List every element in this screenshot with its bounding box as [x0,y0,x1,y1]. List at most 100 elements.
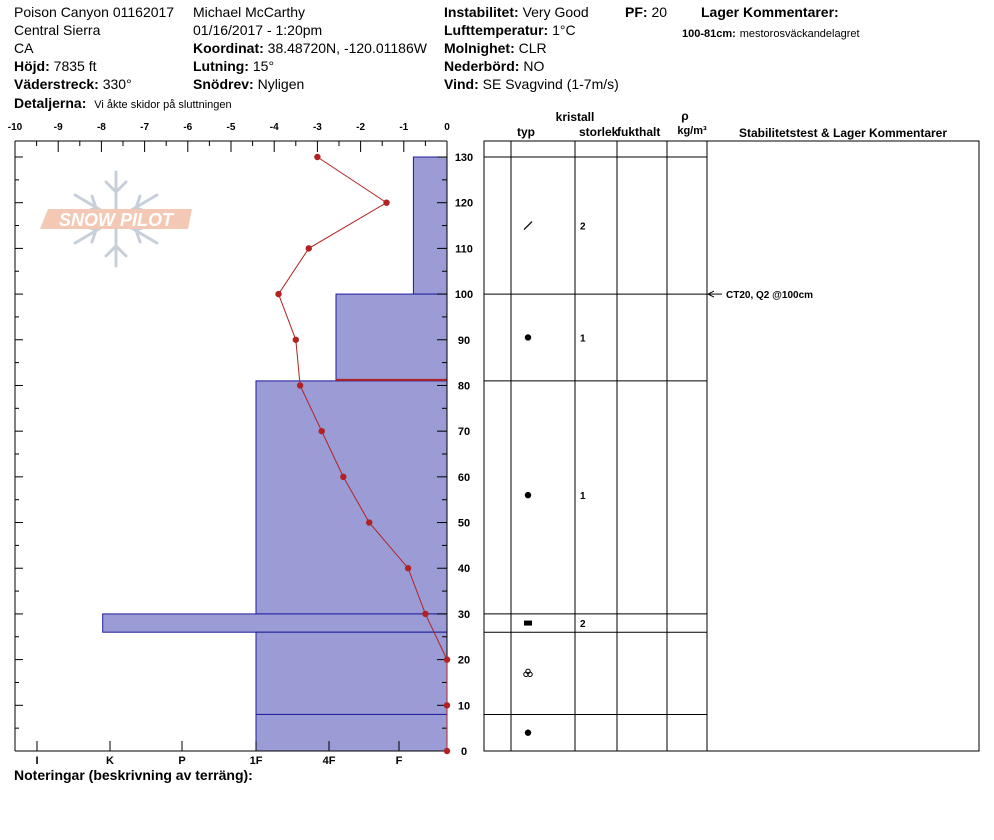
elevation-row: Höjd: 7835 ft [14,58,96,74]
temp-tick-label: -10 [8,122,23,133]
temp-tick-label: -1 [399,122,408,133]
kristall-header: kristall [556,110,595,124]
temp-tick-label: 0 [444,122,450,133]
temp-tick-label: -7 [140,122,149,133]
temperature-point [340,473,347,481]
height-tick-label: 0 [461,746,467,758]
temp-tick-label: -3 [313,122,322,133]
height-tick-label: 10 [458,700,470,712]
precip-label: Nederbörd: [444,58,520,74]
range-name: Central Sierra [14,22,101,38]
grain-size-label: 2 [580,222,586,233]
elevation-value: 7835 ft [53,58,97,74]
hardness-bar [255,631,448,715]
height-tick-label: 40 [458,563,470,575]
snowpilot-logo: SNOW PILOT [40,170,192,268]
height-tick-label: 60 [458,472,470,484]
instability-row: Instabilitet: Very Good [444,4,589,20]
hardness-tick-label: K [106,755,114,767]
hardness-tick-label: F [396,755,403,767]
slope-row: Lutning: 15° [193,58,274,74]
melt-circle [525,668,531,675]
temp-tick-label: -6 [183,122,192,133]
drift-value: Nyligen [257,76,305,92]
temperature-point [314,153,321,161]
temperature-point [443,656,451,663]
right-table-frame [483,140,980,752]
clouds-row: Molnighet: CLR [444,40,547,56]
height-tick-label: 50 [458,518,470,530]
grain-size-label: 1 [580,333,586,344]
site-title: Poison Canyon 01162017 [14,4,175,20]
elevation-label: Höjd: [14,58,50,74]
hardness-tick-label: 4F [323,755,336,767]
hardness-bar [255,380,448,615]
temperature-point [296,382,304,389]
coord-row: Koordinat: 38.48720N, -120.01186W [193,40,427,56]
layer-comment: 100-81cm: mestorosväckandelagret [682,24,860,41]
temperature-line [277,156,448,751]
height-tick-label: 80 [458,380,470,392]
wind-row: Vind: SE Svagvind (1-7m/s) [444,76,619,92]
observation-datetime: 01/16/2017 - 1:20pm [193,22,323,38]
storlek-header: storlek [579,125,619,139]
temperature-point [404,565,412,572]
airtemp-label: Lufttemperatur: [444,22,549,38]
airtemp-row: Lufttemperatur: 1°C [444,22,576,38]
height-tick-label: 70 [458,426,470,438]
melt-form-icon [523,668,533,678]
detail-value: Vi åkte skidor på sluttningen [94,99,232,111]
instability-value: Very Good [522,4,589,20]
rounded-grain-icon [524,729,532,736]
temperature-point [292,336,299,343]
precip-row: Nederbörd: NO [444,58,544,74]
rounded-grain-icon [524,491,532,499]
pf-label: PF: [625,4,648,20]
hardness-bar [102,613,448,633]
precip-value: NO [523,58,545,74]
temperature-point [422,610,429,618]
typ-header: typ [517,125,535,139]
state-name: CA [14,40,34,56]
coord-value: 38.48720N, -120.01186W [267,40,427,56]
pf-row: PF: 20 [625,4,667,20]
fragment-grain-icon [523,221,533,230]
stability-header: Stabilitetstest & Lager Kommentarer [739,126,947,140]
wind-label: Vind: [444,76,479,92]
hardness-tick-label: P [178,755,185,767]
hardness-bar [412,156,448,295]
layer-comment-text: mestorosväckandelagret [739,28,860,40]
drift-label: Snödrev: [193,76,254,92]
temperature-point [383,199,390,206]
rho-header: ρ [681,109,688,123]
hardness-tick-label: 1F [250,755,263,767]
height-tick-label: 110 [455,243,473,255]
density-unit-header: kg/m³ [677,125,707,137]
temp-tick-label: -4 [270,122,279,133]
observer-name: Michael McCarthy [193,4,306,20]
slope-value: 15° [252,58,275,74]
pf-value: 20 [651,4,668,20]
aspect-value: 330° [102,76,132,92]
height-tick-label: 130 [455,152,473,164]
layer-comments-title: Lager Kommentarer: [701,4,839,20]
temperature-point [443,747,451,755]
temp-tick-label: -2 [356,122,365,133]
wind-value: SE Svagvind (1-7m/s) [482,76,619,92]
height-tick-label: 30 [458,609,470,621]
rounded-grain-icon [524,334,532,341]
temp-tick-label: -8 [97,122,106,133]
temperature-point [275,290,282,298]
stability-arrowhead [706,290,715,298]
height-tick-label: 20 [458,655,470,667]
grain-size-label: 1 [580,491,586,502]
coord-label: Koordinat: [193,40,264,56]
height-tick-label: 120 [455,198,473,210]
temperature-point [366,519,373,526]
hardness-tick-label: I [35,755,38,767]
clouds-label: Molnighet: [444,40,515,56]
snowpilot-wordmark: SNOW PILOT [40,209,192,230]
clouds-value: CLR [518,40,547,56]
height-tick-label: 100 [455,289,473,301]
